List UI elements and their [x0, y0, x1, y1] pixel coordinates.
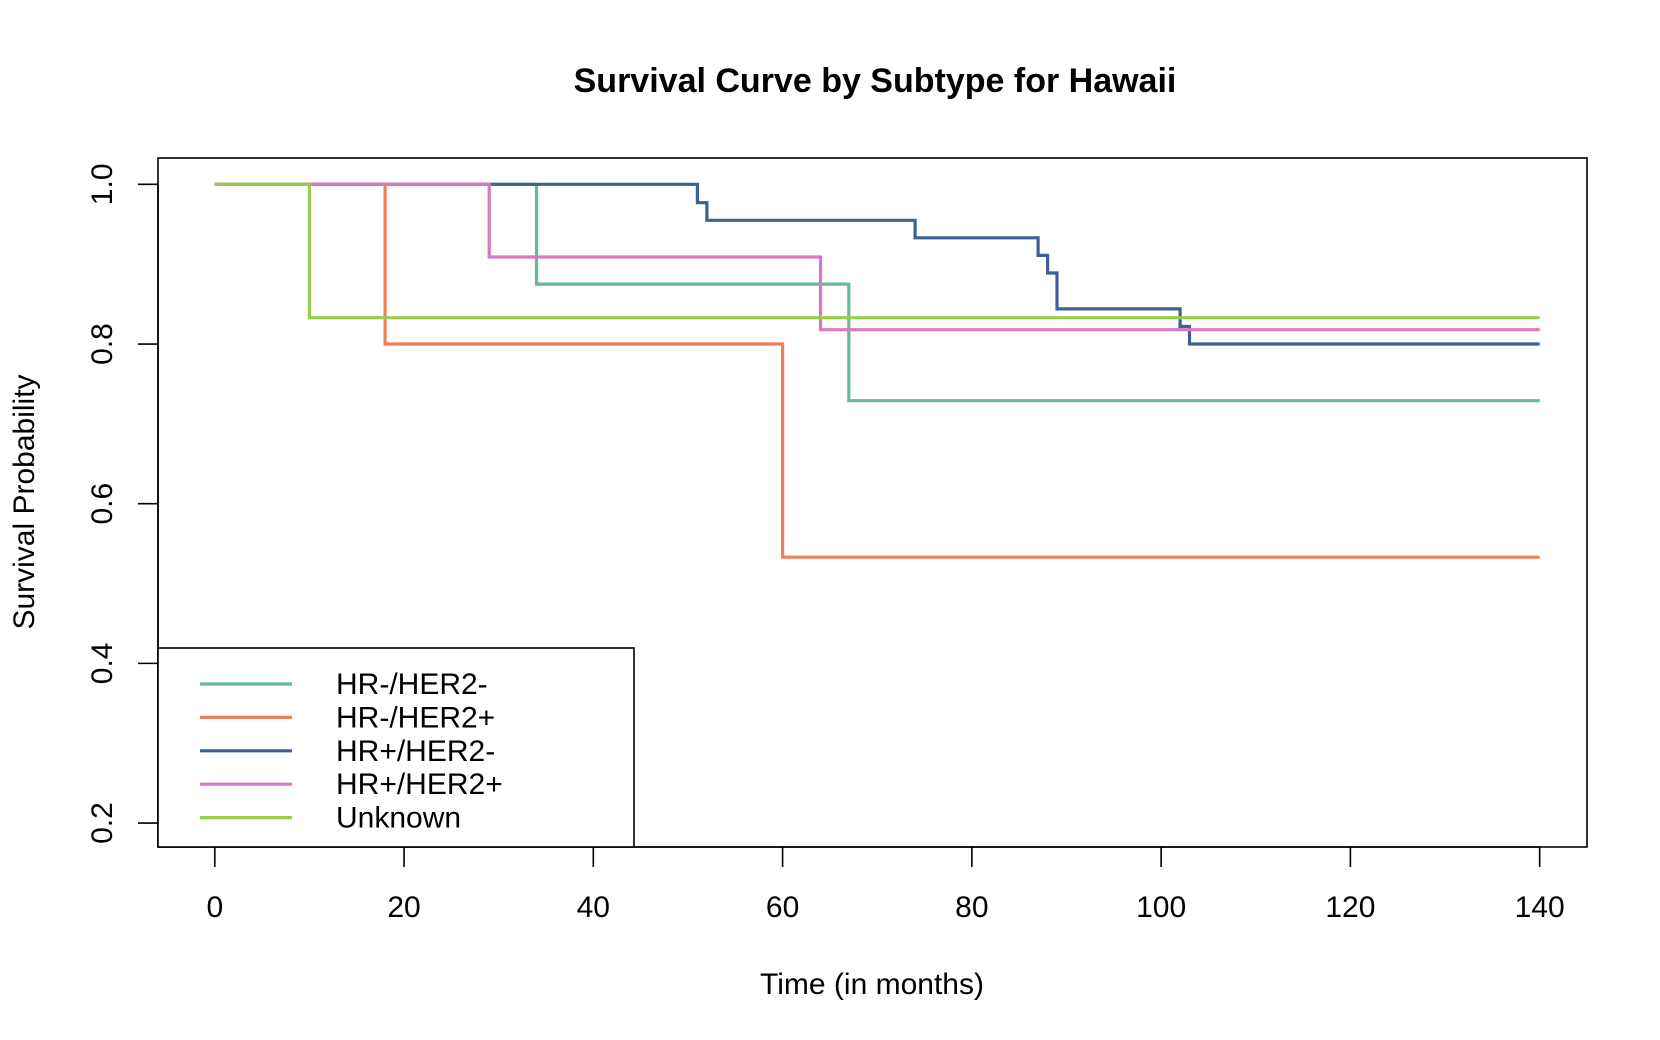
x-tick-label: 100: [1136, 891, 1186, 924]
x-axis-label: Time (in months): [760, 968, 984, 1001]
y-tick-label: 0.4: [86, 643, 119, 685]
series-line-0: [214, 182, 1540, 403]
x-tick-label: 120: [1325, 891, 1375, 924]
x-tick-label: 80: [955, 891, 988, 924]
legend: HR-/HER2-HR-/HER2+HR+/HER2-HR+/HER2+Unkn…: [157, 647, 635, 848]
x-tick-label: 40: [577, 891, 610, 924]
x-axis: 0 20 40 60 80 100 120 140: [206, 846, 1565, 924]
y-tick-label: 0.8: [86, 323, 119, 365]
legend-label: Unknown: [336, 802, 461, 835]
x-tick-label: 20: [387, 891, 420, 924]
y-tick-label: 1.0: [86, 163, 119, 205]
legend-label: HR+/HER2+: [336, 768, 503, 801]
series-line-3: [214, 182, 1540, 332]
chart-title: Survival Curve by Subtype for Hawaii: [574, 62, 1177, 100]
legend-label: HR-/HER2+: [336, 701, 495, 734]
y-axis-label: Survival Probability: [8, 374, 41, 629]
x-tick-label: 60: [766, 891, 799, 924]
y-tick-label: 0.2: [86, 802, 119, 844]
series-line-1: [214, 182, 1540, 559]
series-line-4: [214, 182, 1540, 320]
y-tick-label: 0.6: [86, 483, 119, 525]
x-tick-label: 0: [206, 891, 223, 924]
series-line-2: [214, 182, 1540, 346]
x-tick-label: 140: [1515, 891, 1565, 924]
y-axis: 0.2 0.4 0.6 0.8 1.0: [86, 163, 159, 844]
legend-label: HR-/HER2-: [336, 668, 488, 701]
legend-box: [157, 647, 635, 848]
series-layer: [214, 182, 1540, 559]
legend-label: HR+/HER2-: [336, 735, 495, 768]
